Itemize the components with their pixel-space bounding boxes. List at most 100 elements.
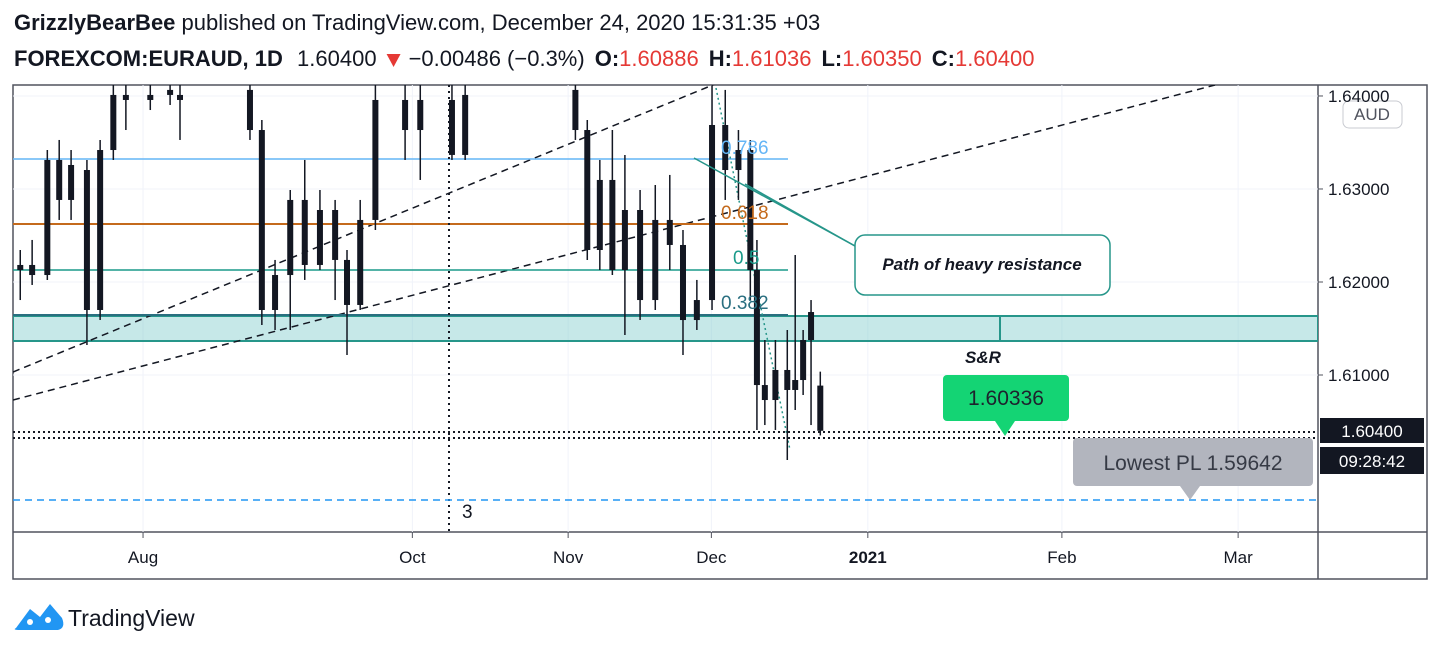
candle-body — [316, 210, 323, 265]
drawings — [13, 85, 1318, 532]
candle-body — [709, 124, 716, 301]
candles — [17, 85, 824, 461]
candle-body — [122, 94, 129, 100]
candle-body — [68, 164, 75, 200]
x-tick-label: Nov — [553, 548, 584, 567]
ohlc-value: 1.60400 — [955, 46, 1035, 71]
currency-box — [1342, 100, 1403, 129]
brand: TradingView — [68, 605, 195, 631]
x-tick-label: Dec — [696, 548, 727, 567]
callout-line — [744, 183, 856, 247]
candle-body — [693, 300, 700, 321]
currency: AUD — [1354, 105, 1390, 124]
candle-body — [808, 312, 815, 341]
change: −0.00486 (−0.3%) — [409, 46, 585, 71]
x-tick-label: Aug — [128, 548, 158, 567]
candle-body — [29, 264, 36, 276]
labels: 0.786 0.618 0.5 0.382 Path of heavy resi… — [462, 138, 1313, 523]
candle-body — [722, 124, 729, 171]
target-box — [943, 375, 1069, 421]
callout-text: Path of heavy resistance — [882, 255, 1081, 274]
trend-line — [13, 85, 715, 373]
header-line-1: GrizzlyBearBee published on TradingView.… — [14, 10, 820, 35]
fib-label: 0.382 — [721, 293, 769, 314]
candle-body — [800, 340, 807, 381]
projection — [715, 87, 791, 451]
ohlc-label: O: — [595, 46, 619, 71]
footer-logo: TradingView — [14, 604, 195, 631]
candle-body — [246, 89, 253, 131]
x-tick-label: Oct — [399, 548, 426, 567]
down-arrow — [386, 54, 401, 67]
y-tick-label: 1.62000 — [1328, 273, 1389, 292]
candle-body — [44, 159, 51, 276]
candle-body — [652, 219, 659, 301]
candle-body — [56, 159, 63, 200]
x-tick-label: Feb — [1047, 548, 1076, 567]
candle-body — [448, 99, 455, 155]
target-text: 1.60336 — [968, 387, 1044, 410]
callout-box — [854, 234, 1111, 296]
candle-body — [621, 210, 628, 270]
logo-dot — [45, 617, 51, 623]
sr-zone — [13, 315, 1318, 342]
candle-body — [761, 385, 768, 401]
candle-body — [417, 99, 424, 131]
candle-body — [110, 94, 117, 151]
candle-body — [666, 219, 673, 245]
lowest-pointer — [1180, 486, 1200, 500]
price: 1.60400 — [297, 46, 377, 71]
lowest-box — [1073, 438, 1313, 486]
y-tick-label: 1.64000 — [1328, 87, 1389, 106]
ohlc-value: 1.60350 — [842, 46, 922, 71]
target-pointer — [995, 421, 1015, 436]
candle-body — [287, 199, 294, 276]
zone-label: S&R — [965, 348, 1002, 367]
trend-line — [13, 85, 1216, 401]
logo-dot — [27, 619, 33, 625]
candle-body — [572, 89, 579, 131]
x-tick-label: 2021 — [849, 548, 887, 567]
candle-body — [817, 385, 824, 431]
candle-body — [177, 94, 184, 100]
candle-body — [584, 130, 591, 250]
published: published on TradingView.com, December 2… — [182, 10, 821, 35]
candle-body — [357, 219, 364, 305]
candle-body — [735, 150, 742, 171]
axes: AUD 1.60400 09:28:42 1.64000 1.63000 1.620… — [128, 87, 1424, 567]
candle-body — [17, 264, 24, 270]
candle-body — [637, 210, 644, 301]
fib-label: 0.5 — [733, 248, 759, 269]
author: GrizzlyBearBee — [14, 10, 175, 35]
ohlc-label: C: — [932, 46, 955, 71]
ohlc-label: L: — [821, 46, 842, 71]
candle-body — [753, 269, 760, 386]
candle-body — [679, 244, 686, 321]
lowest-text: Lowest PL 1.59642 — [1103, 452, 1282, 475]
header-line-2: FOREXCOM:EURAUD, 1D 1.60400 −0.00486 (−0.… — [14, 46, 1034, 71]
y-tick-label: 1.63000 — [1328, 180, 1389, 199]
count-label: 3 — [462, 502, 473, 523]
candle-body — [332, 210, 339, 260]
fib-label: 0.618 — [721, 203, 769, 224]
countdown-box — [1320, 447, 1424, 474]
candle-body — [747, 150, 754, 270]
candle-body — [792, 380, 799, 390]
fib-label: 0.786 — [721, 138, 769, 159]
candle-body — [83, 170, 90, 310]
candle-body — [97, 150, 104, 310]
ohlc-label: H: — [709, 46, 732, 71]
candle-body — [344, 259, 351, 305]
y-tick-label: 1.61000 — [1328, 366, 1389, 385]
candle-body — [462, 94, 469, 155]
ohlc-value: 1.61036 — [732, 46, 812, 71]
candle-body — [772, 369, 779, 401]
candle-body — [301, 199, 308, 265]
countdown: 09:28:42 — [1339, 452, 1405, 471]
x-tick-label: Mar — [1223, 548, 1253, 567]
symbol: FOREXCOM:EURAUD, 1D — [14, 46, 283, 71]
candle-body — [609, 179, 616, 270]
logo-icon — [14, 604, 64, 630]
last-price: 1.60400 — [1341, 422, 1402, 441]
